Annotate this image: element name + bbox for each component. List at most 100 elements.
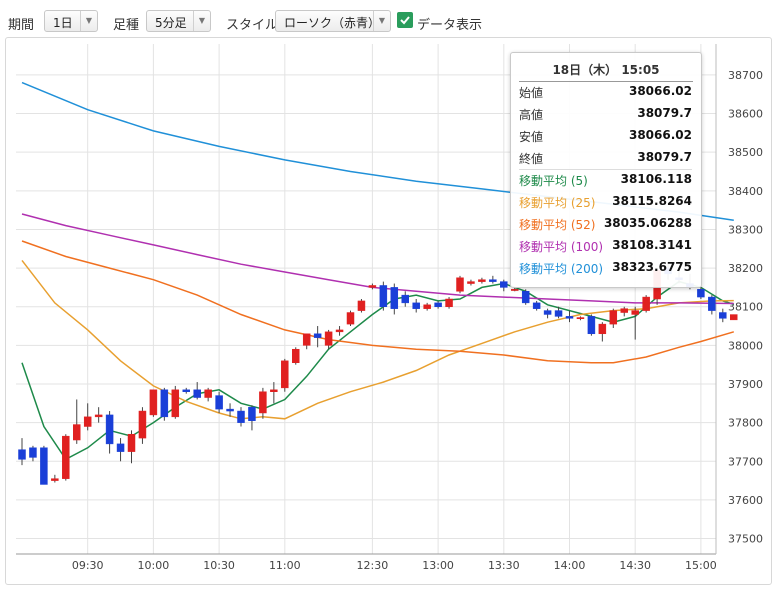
- tooltip-row: 移動平均 (5) 38106.118: [519, 172, 692, 188]
- candles: [18, 262, 738, 485]
- candle: [554, 306, 563, 319]
- y-tick-label: 38400: [728, 185, 763, 198]
- candle-body: [434, 302, 442, 307]
- x-tick-label: 09:30: [72, 559, 104, 572]
- candle-body: [532, 302, 541, 309]
- candle-body: [292, 348, 300, 363]
- tooltip-row-value: 38079.7: [637, 150, 692, 164]
- candle-body: [248, 406, 256, 421]
- candle: [368, 283, 377, 290]
- ashi-select-value: 5分足: [155, 16, 187, 30]
- candle: [511, 287, 519, 292]
- candle-body: [708, 296, 716, 311]
- candle: [412, 299, 420, 313]
- y-tick-label: 37700: [728, 455, 763, 468]
- candle: [215, 391, 223, 413]
- candle-body: [511, 289, 519, 291]
- tooltip-row-value: 38035.06288: [603, 216, 692, 230]
- candle: [182, 387, 190, 394]
- candle-body: [357, 300, 366, 311]
- ashi-select[interactable]: 5分足 ▼: [146, 10, 211, 32]
- y-tick-label: 38000: [728, 339, 763, 352]
- candle-body: [587, 316, 596, 335]
- period-select-value: 1日: [53, 16, 73, 30]
- candle-body: [40, 447, 48, 485]
- x-tick-label: 11:00: [269, 559, 301, 572]
- tooltip-row-label: 終値: [519, 152, 544, 166]
- candle-body: [302, 333, 311, 346]
- candle-body: [18, 449, 26, 460]
- candle: [478, 277, 486, 284]
- candle-body: [620, 308, 628, 313]
- candle: [94, 407, 103, 423]
- candle: [434, 300, 442, 309]
- style-select[interactable]: ローソク（赤青） ▼: [275, 10, 391, 32]
- candle: [697, 285, 705, 299]
- tooltip-row: 移動平均 (200) 38323.6775: [519, 260, 692, 276]
- candle: [40, 445, 48, 485]
- candle-body: [29, 447, 37, 458]
- x-tick-label: 13:30: [488, 559, 520, 572]
- y-tick-label: 38700: [728, 69, 763, 82]
- candle-body: [215, 395, 223, 410]
- candle: [423, 302, 431, 311]
- candle-body: [478, 279, 486, 282]
- tooltip-row-value: 38106.118: [620, 172, 692, 186]
- period-select[interactable]: 1日 ▼: [44, 10, 98, 32]
- candle-body: [237, 410, 245, 423]
- candle-body: [456, 277, 464, 292]
- candle-body: [193, 389, 201, 398]
- candle: [620, 306, 628, 317]
- candle-body: [313, 333, 322, 338]
- tooltip-row-value: 38115.8264: [612, 194, 692, 208]
- candle-body: [609, 310, 618, 325]
- candle: [357, 299, 366, 313]
- tooltip-row-label: 移動平均 (100): [519, 240, 604, 254]
- candle-body: [489, 279, 497, 282]
- candle: [346, 310, 355, 327]
- checkmark-icon: [400, 16, 410, 25]
- candle: [543, 308, 552, 319]
- candle-body: [182, 389, 190, 392]
- candle-body: [94, 414, 103, 418]
- candle-body: [83, 416, 92, 427]
- candle: [248, 405, 256, 431]
- candle: [379, 281, 388, 311]
- tooltip-row-label: 高値: [519, 108, 544, 122]
- y-tick-label: 37600: [728, 494, 763, 507]
- candle-body: [390, 287, 399, 309]
- y-tick-label: 38300: [728, 223, 763, 236]
- y-tick-label: 38500: [728, 146, 763, 159]
- candle-body: [324, 331, 333, 346]
- candle: [204, 387, 212, 402]
- candle: [576, 316, 585, 321]
- candle-body: [642, 296, 650, 311]
- candle: [708, 295, 716, 315]
- candle-body: [565, 316, 574, 319]
- x-tick-label: 14:30: [619, 559, 651, 572]
- ma-series-line: [21, 280, 735, 461]
- candle: [51, 474, 59, 483]
- candle-body: [412, 302, 420, 309]
- tooltip-row-label: 安値: [519, 130, 544, 144]
- candle-body: [149, 389, 158, 416]
- candle: [270, 382, 278, 404]
- candle: [390, 283, 399, 315]
- tooltip-row: 高値 38079.7: [519, 106, 692, 122]
- candle: [29, 445, 37, 462]
- candle-body: [138, 410, 147, 439]
- x-tick-label: 12:30: [357, 559, 389, 572]
- y-tick-label: 38100: [728, 301, 763, 314]
- candle-body: [554, 310, 563, 317]
- candle-body: [697, 289, 705, 298]
- candle: [237, 407, 245, 427]
- candle-body: [631, 310, 639, 315]
- tooltip-row-label: 移動平均 (25): [519, 196, 596, 210]
- data-display-checkbox[interactable]: [397, 12, 413, 28]
- period-label: 期間: [8, 18, 35, 33]
- candle-body: [379, 285, 388, 307]
- candle-body: [543, 310, 552, 315]
- y-tick-label: 38200: [728, 262, 763, 275]
- chevron-down-icon: ▼: [193, 11, 210, 31]
- chevron-down-icon: ▼: [80, 11, 97, 31]
